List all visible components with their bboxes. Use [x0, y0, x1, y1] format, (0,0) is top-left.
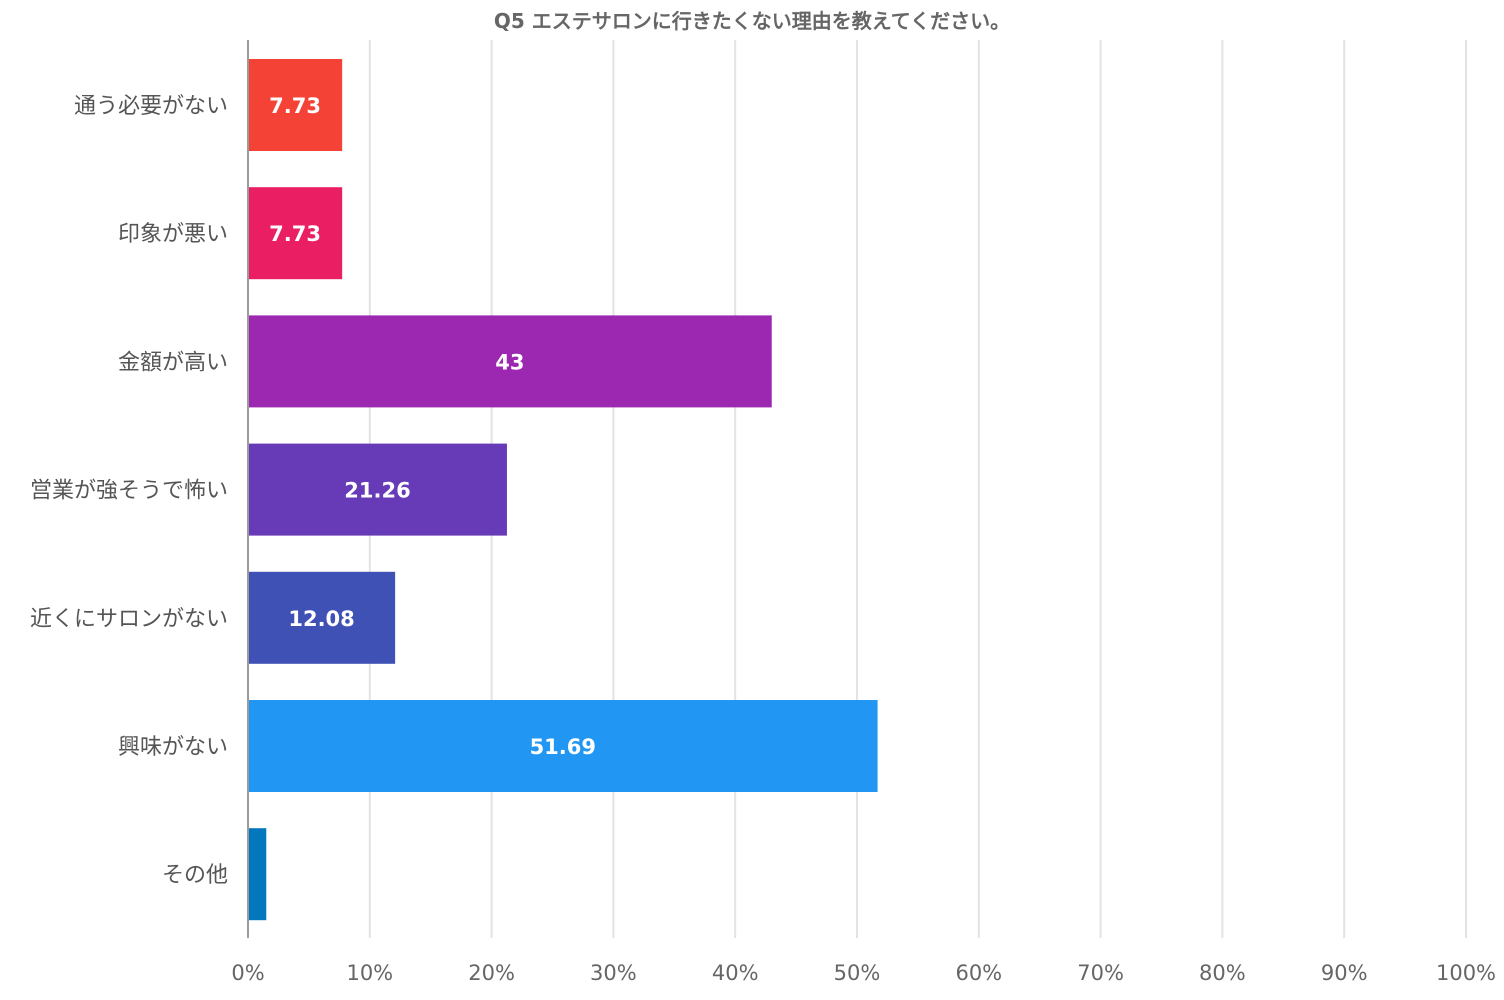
bar-6: [248, 828, 267, 921]
bar-5: [248, 700, 878, 792]
category-label: その他: [162, 863, 228, 888]
data-label: 7.73: [269, 222, 321, 246]
x-tick-label: 30%: [590, 961, 637, 985]
data-label: 43: [495, 350, 524, 374]
category-label: 通う必要がない: [74, 94, 228, 119]
category-label: 金額が高い: [118, 350, 228, 375]
bar-0: [248, 59, 343, 151]
bars: [248, 59, 878, 921]
data-label: 51.69: [530, 735, 596, 759]
category-label: 興味がない: [118, 735, 228, 760]
x-tick-label: 60%: [955, 961, 1002, 985]
bar-3: [248, 443, 507, 536]
x-tick-label: 80%: [1199, 961, 1246, 985]
x-tick-label: 100%: [1436, 961, 1496, 985]
category-label: 印象が悪い: [118, 222, 228, 247]
category-labels: 通う必要がない印象が悪い金額が高い営業が強そうで怖い近くにサロンがない興味がない…: [30, 94, 228, 888]
category-label: 営業が強そうで怖い: [30, 479, 228, 504]
data-label: 12.08: [288, 607, 354, 631]
category-label: 近くにサロンがない: [30, 607, 228, 632]
x-tick-labels: 0% 10% 20% 30% 40% 50% 60% 70% 80% 90% 100%: [231, 961, 1496, 985]
data-label: 7.73: [269, 94, 321, 118]
x-tick-label: 20%: [468, 961, 515, 985]
x-tick-label: 50%: [834, 961, 881, 985]
data-label: 21.26: [344, 479, 410, 503]
x-tick-label: 10%: [346, 961, 393, 985]
bar-4: [248, 571, 396, 664]
bar-2: [248, 315, 772, 408]
x-tick-label: 90%: [1321, 961, 1368, 985]
data-labels: 7.73 7.73 43 21.26 12.08 51.69: [269, 94, 596, 759]
x-tick-label: 0%: [231, 961, 264, 985]
gridlines: [368, 40, 1467, 938]
chart-title: Q5 エステサロンに行きたくない理由を教えてください。: [494, 9, 1010, 33]
x-tick-label: 40%: [712, 961, 759, 985]
bar-1: [248, 187, 343, 280]
x-tick-label: 70%: [1077, 961, 1124, 985]
